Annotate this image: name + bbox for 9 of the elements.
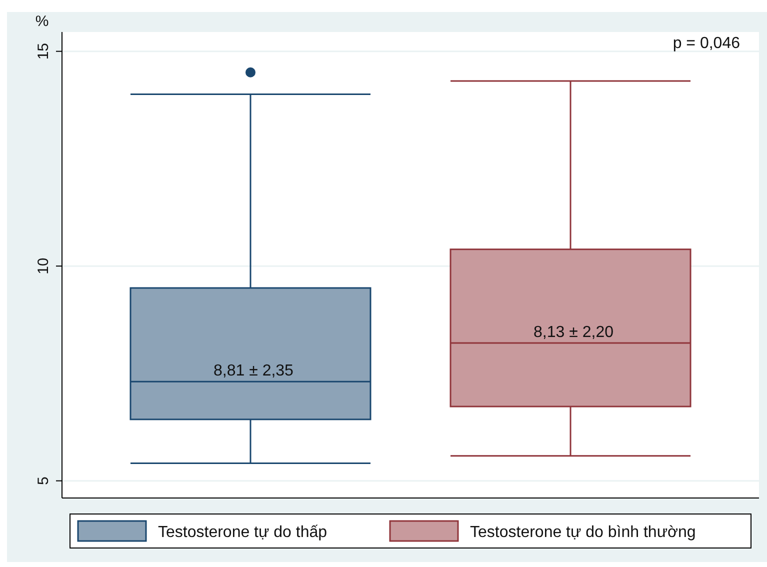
legend-label: Testosterone tự do thấp [158, 524, 328, 541]
y-tick-label: 15 [35, 42, 52, 60]
annotation: p = 0,046 [672, 35, 740, 52]
legend-label: Testosterone tự do bình thường [470, 524, 696, 541]
y-axis-title: % [35, 13, 49, 30]
text: 8,81 ± 2,35 [214, 362, 294, 380]
y-tick-label: 5 [35, 476, 52, 485]
text: 8,13 ± 2,20 [534, 324, 614, 341]
y-tick-label: 10 [35, 258, 52, 274]
